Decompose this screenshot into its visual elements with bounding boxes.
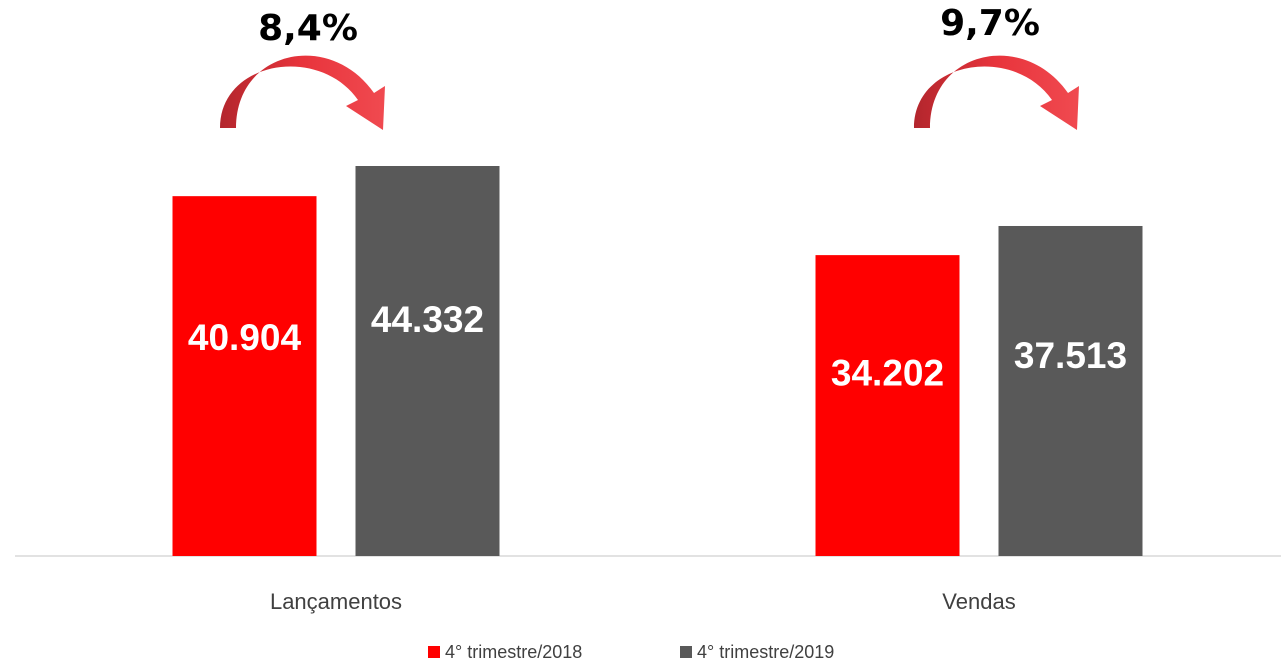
annotation: 8,4%	[258, 8, 358, 49]
data-label: 34.202	[831, 352, 944, 393]
bar	[172, 196, 317, 557]
data-label: 44.332	[371, 299, 484, 340]
x-tick-label: Vendas	[942, 589, 1015, 614]
data-label: 40.904	[188, 317, 302, 358]
bar	[815, 255, 960, 556]
legend-label: 4° trimestre/2019	[697, 642, 834, 662]
arrow	[220, 55, 385, 130]
data-label: 37.513	[1014, 335, 1127, 376]
bar	[998, 225, 1143, 556]
arrow	[914, 55, 1079, 130]
legend-swatch	[680, 646, 692, 658]
bar	[355, 166, 500, 556]
legend-swatch	[428, 646, 440, 658]
annotation: 9,7%	[940, 3, 1040, 44]
x-tick-label: Lançamentos	[270, 589, 402, 614]
legend-label: 4° trimestre/2018	[445, 642, 582, 662]
